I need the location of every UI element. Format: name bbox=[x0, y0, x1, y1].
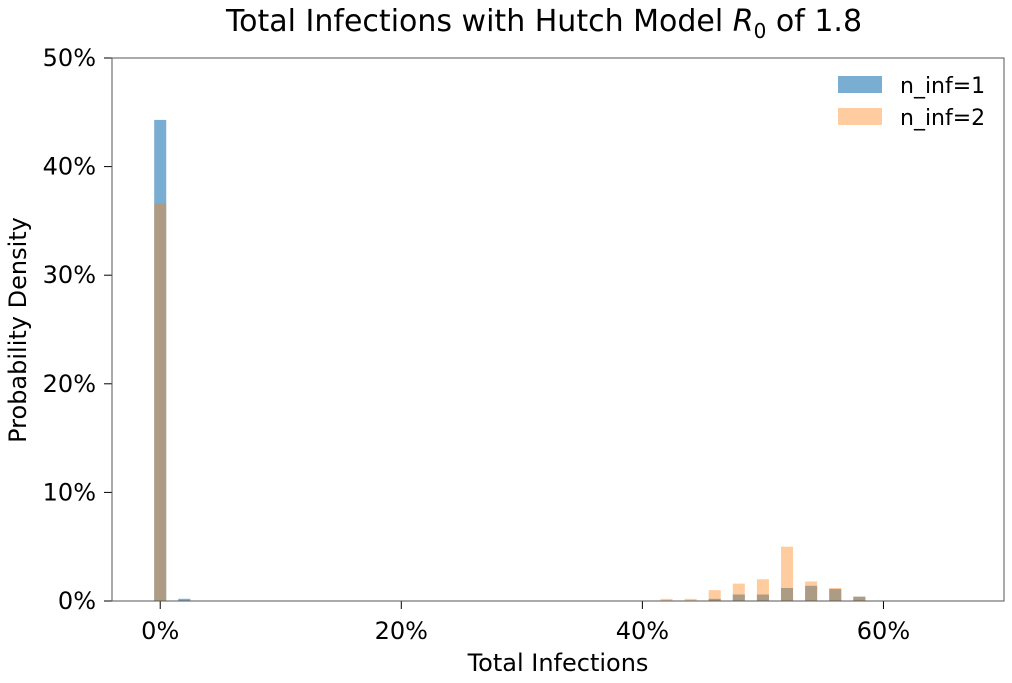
chart-title-suffix: of 1.8 bbox=[766, 4, 862, 39]
y-axis-title: Probability Density bbox=[4, 217, 32, 443]
bar-series-1 bbox=[829, 589, 842, 601]
x-tick-label: 20% bbox=[375, 617, 428, 645]
chart-title-subscript: 0 bbox=[754, 19, 767, 43]
ticks-layer: 0% 20% 40% 60% 0% 10% 20% 30% 40% 50% bbox=[43, 44, 910, 645]
bar-series-1 bbox=[154, 119, 167, 601]
bar-series-2 bbox=[732, 583, 745, 601]
legend-swatch-2 bbox=[838, 108, 882, 125]
bar-series-2 bbox=[853, 596, 866, 601]
bar-series-1 bbox=[708, 598, 721, 601]
x-tick-label: 40% bbox=[616, 617, 669, 645]
bar-series-1 bbox=[853, 596, 866, 601]
bar-series-2 bbox=[708, 590, 721, 601]
bar-series-2 bbox=[829, 587, 842, 601]
bar-series-2 bbox=[805, 581, 818, 601]
y-tick-label: 0% bbox=[58, 587, 96, 615]
x-axis-title: Total Infections bbox=[467, 649, 649, 677]
chart-title-prefix: Total Infections with Hutch Model bbox=[225, 4, 733, 39]
bars-layer bbox=[154, 119, 866, 602]
x-tick-label: 60% bbox=[857, 617, 910, 645]
legend-label-1: n_inf=1 bbox=[900, 74, 985, 99]
chart-title-symbol: R bbox=[733, 4, 754, 39]
bar-series-1 bbox=[781, 587, 794, 601]
bar-series-2 bbox=[154, 203, 167, 602]
bar-series-1 bbox=[178, 598, 191, 601]
x-tick-label: 0% bbox=[141, 617, 179, 645]
legend: n_inf=1 n_inf=2 bbox=[838, 74, 985, 131]
chart-title: Total Infections with Hutch Model R0 of … bbox=[225, 4, 862, 43]
bar-series-1 bbox=[732, 594, 745, 601]
bar-series-2 bbox=[660, 598, 673, 601]
y-tick-label: 50% bbox=[43, 44, 96, 72]
legend-label-2: n_inf=2 bbox=[900, 106, 985, 131]
y-tick-label: 40% bbox=[43, 153, 96, 181]
y-tick-label: 30% bbox=[43, 261, 96, 289]
bar-series-1 bbox=[805, 585, 818, 601]
legend-swatch-1 bbox=[838, 76, 882, 93]
bar-series-2 bbox=[781, 546, 794, 601]
bar-series-2 bbox=[756, 579, 769, 601]
plot-frame bbox=[111, 57, 1005, 602]
y-tick-label: 10% bbox=[43, 478, 96, 506]
bar-series-1 bbox=[756, 594, 769, 601]
bar-series-2 bbox=[684, 598, 697, 601]
y-tick-label: 20% bbox=[43, 370, 96, 398]
